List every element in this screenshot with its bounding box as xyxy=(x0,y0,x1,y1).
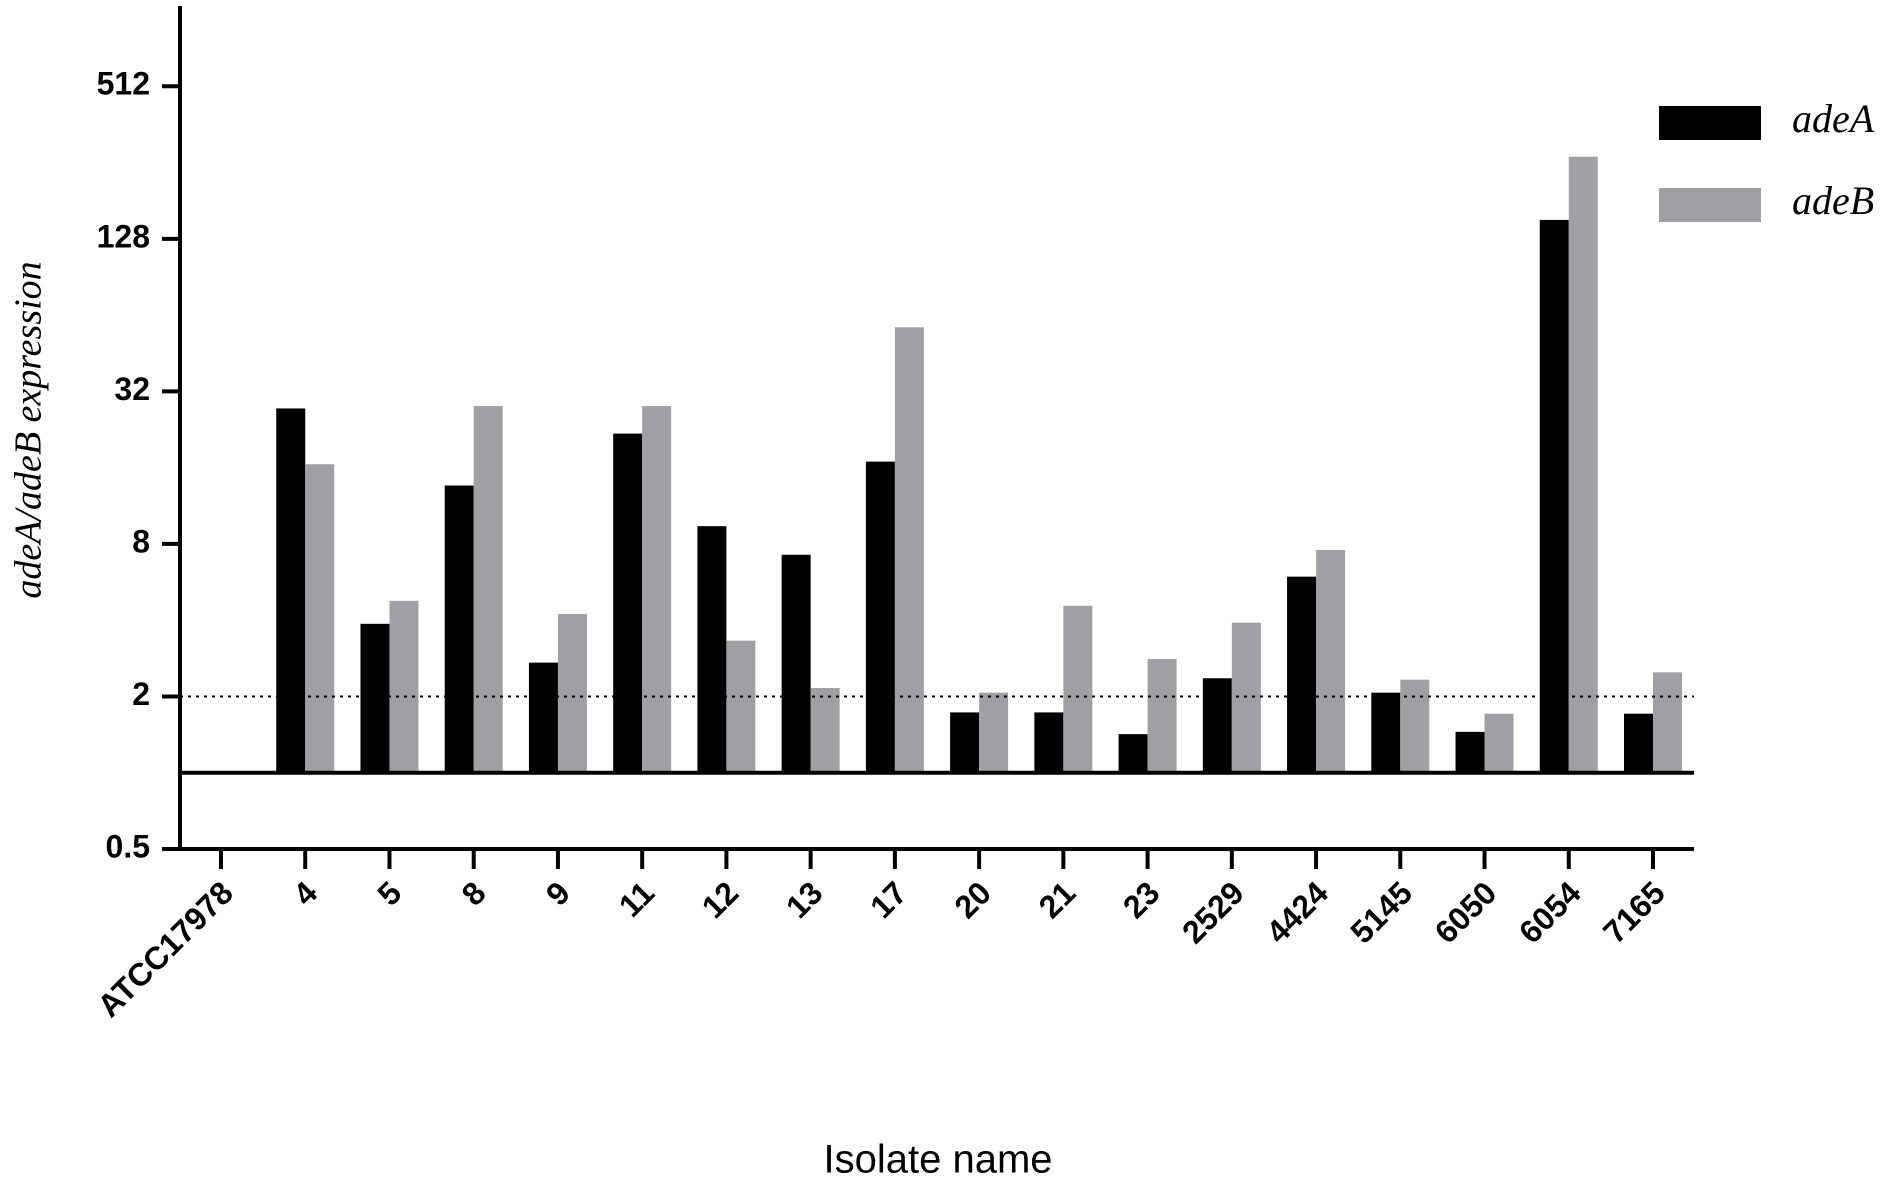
x-tick-label: 23 xyxy=(1116,874,1167,925)
bar xyxy=(726,640,756,773)
bar xyxy=(360,623,390,773)
bar xyxy=(1063,605,1093,773)
bar xyxy=(865,461,895,773)
y-axis-label: adeA/adeB expression xyxy=(8,261,50,598)
x-tick-label: 5145 xyxy=(1343,874,1419,950)
bar xyxy=(305,464,335,773)
legend-label: adeA xyxy=(1792,96,1875,141)
bar xyxy=(1371,692,1401,773)
x-tick-label: 4424 xyxy=(1259,874,1335,950)
y-tick-label: 2 xyxy=(132,676,150,712)
bar xyxy=(1653,672,1682,773)
bar xyxy=(979,692,1009,773)
x-tick-label: 12 xyxy=(695,874,746,925)
x-tick-label: 20 xyxy=(947,874,998,925)
x-tick-label: 5 xyxy=(370,874,408,912)
bar xyxy=(894,327,924,773)
bar xyxy=(810,687,840,773)
bar xyxy=(1624,713,1653,773)
x-tick-label: 7165 xyxy=(1596,874,1672,950)
bar xyxy=(557,614,587,773)
bar xyxy=(1287,576,1317,773)
x-tick-label: 6050 xyxy=(1428,874,1504,950)
bar xyxy=(444,485,474,773)
y-tick-label: 0.5 xyxy=(106,828,150,864)
y-tick-label: 8 xyxy=(132,523,150,559)
x-tick-label: 17 xyxy=(863,874,914,925)
bar xyxy=(1568,156,1598,773)
x-tick-label: 13 xyxy=(779,874,830,925)
bar xyxy=(1231,622,1261,773)
bar xyxy=(642,406,672,773)
bar xyxy=(1455,731,1485,773)
bar xyxy=(950,712,980,773)
bar xyxy=(1484,713,1514,773)
bar xyxy=(528,662,558,773)
x-tick-label: 11 xyxy=(612,874,661,923)
x-tick-label: 9 xyxy=(539,874,577,912)
legend-swatch xyxy=(1659,106,1761,140)
bar xyxy=(1034,712,1064,773)
bar xyxy=(1539,219,1569,773)
x-tick-label: 4 xyxy=(286,874,324,912)
bar xyxy=(1147,659,1177,773)
y-tick-label: 512 xyxy=(97,66,150,102)
bar xyxy=(1202,678,1232,773)
x-tick-label: 2529 xyxy=(1175,874,1251,950)
x-tick-label: 8 xyxy=(455,874,493,912)
bar xyxy=(781,554,811,773)
bar xyxy=(697,526,727,773)
y-tick-label: 32 xyxy=(114,371,150,407)
bar xyxy=(613,433,643,773)
x-tick-label: 6054 xyxy=(1512,874,1588,950)
legend-label: adeB xyxy=(1792,178,1874,223)
bar xyxy=(1316,549,1346,773)
x-axis-label: Isolate name xyxy=(823,1138,1052,1182)
legend-swatch xyxy=(1659,188,1761,222)
x-tick-label: ATCC17978 xyxy=(90,874,240,1024)
bar xyxy=(1118,734,1148,773)
bar xyxy=(1400,679,1430,773)
bar xyxy=(389,600,419,773)
x-tick-label: 21 xyxy=(1032,874,1083,925)
bar xyxy=(473,406,503,773)
bar xyxy=(276,408,306,773)
y-tick-label: 128 xyxy=(97,218,150,254)
